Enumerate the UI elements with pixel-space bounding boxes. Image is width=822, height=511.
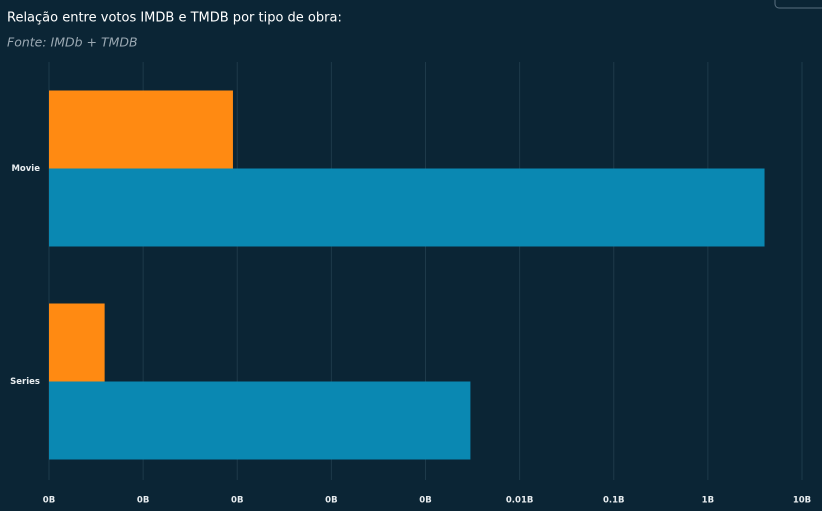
x-tick-label: 0B [231, 496, 243, 506]
x-tick-label: 0B [43, 496, 55, 506]
x-tick-label: 0B [137, 496, 149, 506]
menu-box [774, 0, 822, 9]
x-tick-label: 0.01B [506, 496, 533, 506]
bar [49, 90, 233, 169]
bar [49, 381, 471, 460]
x-tick-label: 1B [702, 496, 714, 506]
chart-subtitle: Fonte: IMDb + TMDB [7, 35, 138, 50]
y-tick-label: Movie [11, 164, 40, 174]
x-tick-label: 0B [419, 496, 431, 506]
x-tick-label: 10B [793, 496, 811, 506]
y-tick-label: Series [10, 377, 40, 387]
x-tick-label: 0B [325, 496, 337, 506]
bar [49, 303, 105, 382]
bar [49, 168, 765, 247]
x-tick-label: 0.1B [603, 496, 625, 506]
chart-title: Relação entre votos IMDB e TMDB por tipo… [7, 11, 342, 26]
